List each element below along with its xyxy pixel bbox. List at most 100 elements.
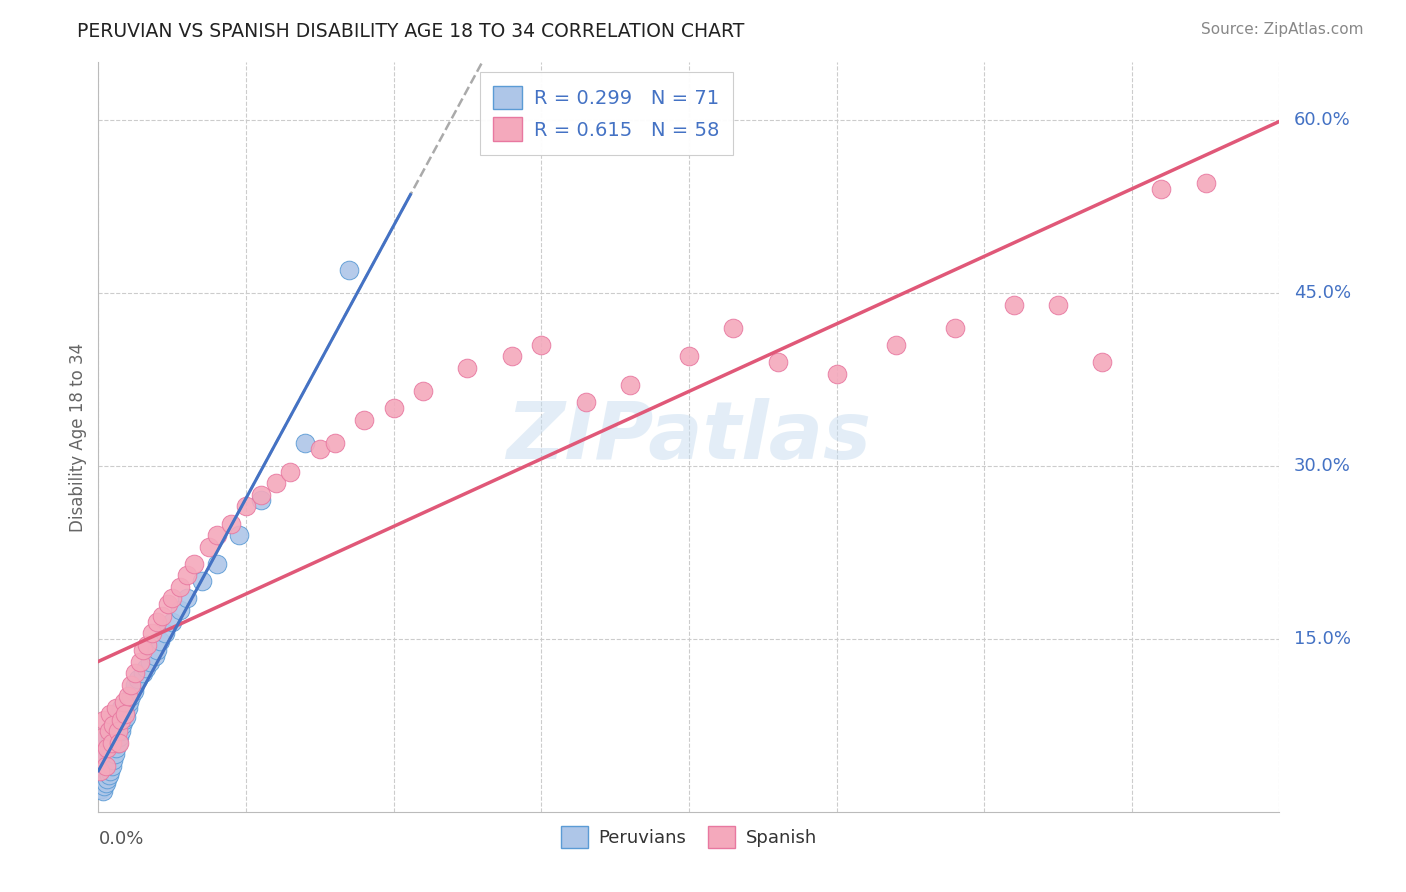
Point [191,574,214,589]
Point [323,435,346,450]
Point [169,603,191,617]
Point [104,730,127,744]
Point [108,735,131,749]
Point [93,780,115,794]
Point [124,666,146,681]
Point [1046,297,1070,311]
Point [114,706,136,721]
Point [153,626,176,640]
Point [98,749,121,764]
Point [103,718,125,732]
Text: Source: ZipAtlas.com: Source: ZipAtlas.com [1201,22,1364,37]
Point [117,690,139,704]
Point [412,384,434,398]
Point [825,367,848,381]
Point [93,768,115,782]
Point [169,580,191,594]
Point [110,713,132,727]
Point [115,710,138,724]
Point [723,320,745,334]
Point [97,724,120,739]
Point [235,500,257,514]
Point [205,557,228,571]
Point [107,724,129,739]
Point [1091,355,1114,369]
Point [97,741,120,756]
Point [107,735,129,749]
Point [339,263,361,277]
Point [619,378,641,392]
Point [112,713,135,727]
Text: 60.0%: 60.0% [1294,112,1350,129]
Point [198,540,221,554]
Point [97,768,120,782]
Point [127,672,149,686]
Point [124,678,146,692]
Point [110,701,132,715]
Point [678,350,700,364]
Point [90,770,112,784]
Point [228,528,250,542]
Point [136,638,159,652]
Point [110,724,132,739]
Point [309,442,332,456]
Point [89,764,111,779]
Point [91,730,114,744]
Point [176,568,198,582]
Point [176,591,198,606]
Legend: Peruvians, Spanish: Peruvians, Spanish [554,819,824,855]
Text: 15.0%: 15.0% [1294,630,1351,648]
Point [89,764,111,779]
Point [132,666,155,681]
Point [501,350,523,364]
Point [94,749,117,764]
Point [91,761,114,775]
Point [280,465,302,479]
Point [146,643,169,657]
Point [1150,182,1173,196]
Point [94,776,117,790]
Point [91,784,114,798]
Point [105,701,128,715]
Point [128,655,150,669]
Point [94,735,117,749]
Point [183,557,205,571]
Point [135,660,157,674]
Point [108,730,131,744]
Point [162,615,183,629]
Point [103,753,125,767]
Point [104,713,127,727]
Point [250,493,273,508]
Text: ZIPatlas: ZIPatlas [506,398,872,476]
Point [766,355,789,369]
Text: 30.0%: 30.0% [1294,457,1351,475]
Point [943,320,966,334]
Point [530,338,553,352]
Point [96,772,118,787]
Point [93,713,115,727]
Point [97,756,120,771]
Point [149,634,172,648]
Point [150,608,173,623]
Point [382,401,405,416]
Point [114,706,136,721]
Point [107,714,129,729]
Point [96,747,118,761]
Point [91,772,114,787]
Point [205,528,228,542]
Point [93,741,115,756]
Point [457,360,479,375]
Point [91,747,114,761]
Point [353,413,375,427]
Point [132,643,155,657]
Point [96,761,118,775]
Point [111,718,134,732]
Point [100,741,122,756]
Point [103,735,125,749]
Point [122,683,145,698]
Y-axis label: Disability Age 18 to 34: Disability Age 18 to 34 [69,343,87,532]
Point [96,741,118,756]
Point [103,718,125,732]
Point [575,395,598,409]
Point [139,655,162,669]
